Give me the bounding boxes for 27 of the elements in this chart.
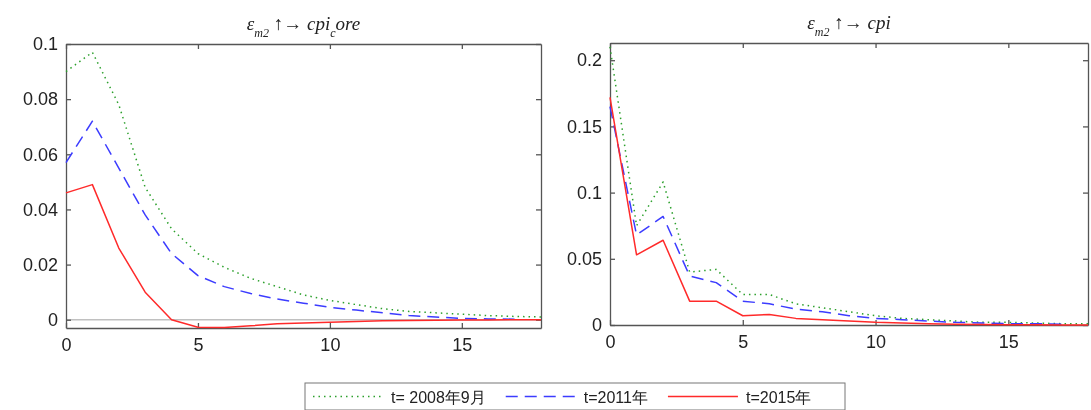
x-tick-label: 0 xyxy=(605,331,616,352)
y-tick-label: 0 xyxy=(47,309,58,330)
y-tick-label: 0.06 xyxy=(22,144,58,165)
y-tick-label: 0.02 xyxy=(22,254,58,275)
chart-title: ε$_{m2}$ ↑→ cpi$_{c}$ore xyxy=(246,13,361,40)
legend-label: t=2015年 xyxy=(745,388,812,406)
y-tick-label: 0.1 xyxy=(576,182,602,203)
y-tick-label: 0.08 xyxy=(22,89,58,110)
line-series xyxy=(609,46,1089,325)
y-tick-label: 0.2 xyxy=(576,50,602,71)
legend-label: t=2011年 xyxy=(583,388,648,406)
x-tick-label: 5 xyxy=(193,334,204,355)
y-tick-label: 0.05 xyxy=(566,249,602,270)
line-series xyxy=(65,51,542,318)
y-tick-label: 0.15 xyxy=(566,116,602,137)
x-tick-label: 15 xyxy=(452,334,473,355)
y-tick-label: 0.1 xyxy=(32,34,58,55)
x-tick-label: 15 xyxy=(998,331,1019,352)
line-series xyxy=(65,120,516,320)
x-tick-label: 5 xyxy=(738,331,749,352)
x-tick-label: 0 xyxy=(61,334,72,355)
y-tick-label: 0 xyxy=(591,315,602,336)
legend-label: t= 2008年9月 xyxy=(391,388,486,406)
x-tick-label: 10 xyxy=(320,334,341,355)
chart-title: ε$_{m2}$ ↑→ cpi xyxy=(807,12,891,39)
x-tick-label: 10 xyxy=(866,331,887,352)
y-tick-label: 0.04 xyxy=(22,199,58,220)
